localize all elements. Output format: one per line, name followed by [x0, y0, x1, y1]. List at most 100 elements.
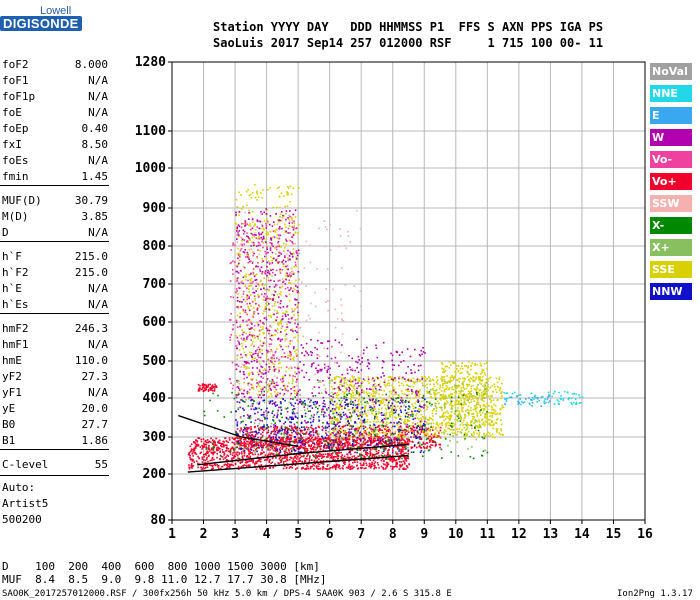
echo-point: [423, 417, 425, 420]
echo-point: [426, 392, 429, 394]
echo-point: [217, 446, 219, 449]
echo-point: [313, 464, 316, 467]
echo-point: [441, 409, 443, 411]
echo-point: [375, 391, 378, 394]
echo-point: [191, 452, 194, 455]
echo-point: [384, 435, 387, 438]
echo-point: [280, 327, 283, 330]
echo-point: [248, 309, 251, 312]
echo-point: [380, 376, 382, 378]
echo-point: [482, 385, 484, 387]
param-value: N/A: [88, 90, 108, 103]
echo-point: [243, 451, 246, 454]
echo-point: [351, 438, 354, 441]
echo-point: [422, 429, 425, 431]
echo-point: [253, 225, 255, 228]
echo-point: [499, 387, 502, 389]
echo-point: [329, 399, 332, 402]
echo-point: [290, 392, 293, 395]
echo-point: [353, 378, 355, 381]
echo-point: [284, 312, 286, 315]
echo-point: [355, 397, 358, 399]
echo-point: [251, 444, 253, 446]
echo-point: [254, 196, 257, 199]
echo-point: [305, 439, 307, 442]
echo-point: [302, 346, 304, 349]
echo-point: [257, 436, 260, 439]
echo-point: [375, 439, 377, 442]
echo-point: [280, 438, 282, 441]
echo-point: [435, 407, 438, 410]
echo-point: [269, 245, 272, 247]
echo-point: [371, 454, 374, 457]
echo-point: [239, 306, 241, 308]
echo-point: [368, 392, 371, 394]
echo-point: [430, 393, 432, 395]
echo-point: [392, 389, 395, 392]
echo-point: [291, 256, 294, 258]
echo-point: [386, 434, 388, 437]
echo-point: [289, 343, 291, 345]
echo-point: [291, 330, 294, 332]
echo-point: [302, 466, 304, 469]
echo-point: [243, 429, 245, 431]
echo-point: [402, 384, 405, 387]
echo-point: [427, 427, 430, 430]
echo-point: [300, 431, 302, 433]
echo-point: [366, 428, 369, 430]
echo-point: [477, 401, 480, 404]
echo-point: [204, 464, 206, 466]
echo-point: [250, 360, 253, 363]
echo-point: [249, 441, 252, 443]
echo-point: [335, 394, 338, 396]
echo-point: [276, 416, 278, 419]
param-value: N/A: [88, 282, 108, 295]
echo-point: [413, 434, 415, 437]
echo-point: [251, 358, 254, 360]
echo-point: [370, 410, 373, 413]
echo-point: [476, 397, 479, 399]
echo-point: [500, 419, 502, 421]
echo-point: [482, 404, 485, 407]
echo-point: [352, 435, 354, 438]
echo-point: [367, 409, 369, 412]
echo-point: [378, 377, 380, 380]
echo-point: [296, 318, 299, 321]
echo-point: [321, 425, 324, 428]
echo-point: [291, 457, 293, 459]
echo-point: [327, 368, 329, 371]
echo-point: [262, 237, 265, 239]
echo-point: [385, 464, 388, 467]
echo-point: [368, 395, 371, 398]
echo-point: [265, 230, 268, 233]
echo-point: [267, 457, 269, 460]
echo-point: [443, 368, 445, 370]
echo-point: [288, 467, 291, 469]
echo-point: [274, 403, 276, 405]
echo-point: [357, 361, 359, 364]
echo-point: [362, 450, 365, 452]
echo-point: [279, 216, 281, 218]
echo-point: [373, 380, 376, 382]
echo-point: [439, 443, 441, 446]
echo-point: [263, 451, 265, 454]
echo-point: [338, 448, 340, 450]
echo-point: [484, 371, 486, 374]
echo-point: [436, 389, 438, 391]
echo-point: [424, 416, 427, 419]
echo-point: [379, 396, 381, 399]
echo-point: [389, 390, 391, 393]
echo-point: [285, 240, 288, 242]
echo-point: [216, 456, 218, 459]
echo-point: [292, 234, 295, 236]
echo-point: [296, 399, 298, 401]
echo-point: [265, 232, 267, 235]
echo-point: [403, 456, 405, 458]
echo-point: [284, 356, 287, 358]
echo-point: [322, 455, 325, 458]
echo-point: [424, 409, 426, 412]
echo-point: [365, 453, 368, 455]
echo-point: [293, 314, 295, 316]
echo-point: [439, 386, 442, 388]
echo-point: [270, 395, 273, 397]
